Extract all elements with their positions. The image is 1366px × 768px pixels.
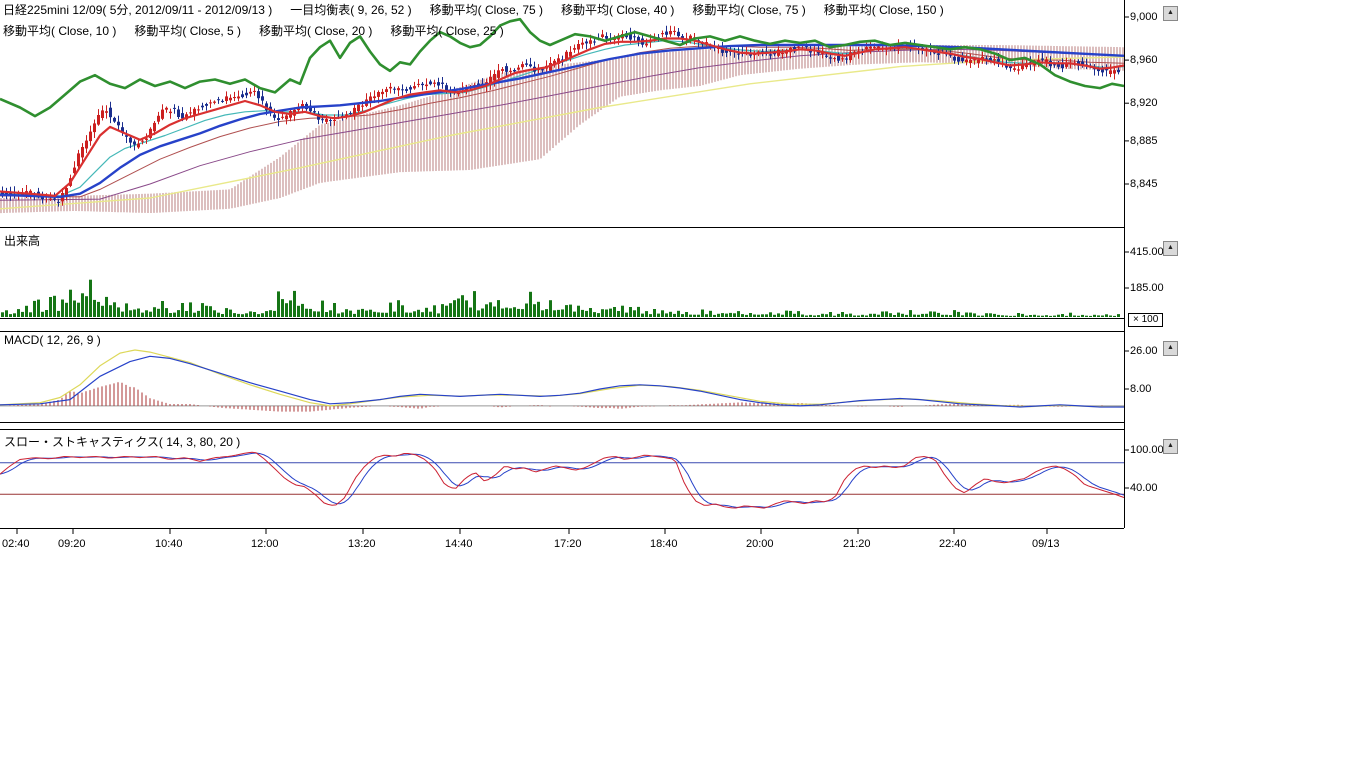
price-scroll-up-button[interactable]: ▲ xyxy=(1163,6,1178,21)
macd-panel-label: MACD( 12, 26, 9 ) xyxy=(4,333,101,347)
indicator-ma75-label: 移動平均( Close, 75 ) xyxy=(430,1,543,18)
indicator-ma40-label: 移動平均( Close, 40 ) xyxy=(561,1,674,18)
panel-borders-layer xyxy=(0,0,1129,534)
stoch-k-line xyxy=(0,452,1124,508)
volume-panel-label: 出来高 xyxy=(4,232,40,249)
stoch-panel-label: スロー・ストキャスティクス( 14, 3, 80, 20 ) xyxy=(4,433,240,450)
chart-header-line1: 日経225mini 12/09( 5分, 2012/09/11 - 2012/0… xyxy=(3,1,944,18)
chart-header-line2: 移動平均( Close, 10 ) 移動平均( Close, 5 ) 移動平均(… xyxy=(3,22,504,39)
indicator-ma10-label: 移動平均( Close, 10 ) xyxy=(3,22,116,39)
indicator-ichimoku-label: 一目均衡表( 9, 26, 52 ) xyxy=(290,1,411,18)
indicator-ma20-label: 移動平均( Close, 20 ) xyxy=(259,22,372,39)
stoch-scroll-up-button[interactable]: ▲ xyxy=(1163,439,1178,454)
chart-canvas[interactable] xyxy=(0,0,1180,560)
macd-layer xyxy=(0,350,1124,412)
indicator-ma5-label: 移動平均( Close, 5 ) xyxy=(134,22,241,39)
volume-bars-layer xyxy=(1,280,1120,317)
volume-multiplier-badge: × 100 xyxy=(1128,313,1163,327)
macd-line xyxy=(0,356,1124,407)
chart-window: 日経225mini 12/09( 5分, 2012/09/11 - 2012/0… xyxy=(0,0,1366,768)
instrument-title: 日経225mini 12/09( 5分, 2012/09/11 - 2012/0… xyxy=(3,1,272,18)
indicator-ma75b-label: 移動平均( Close, 75 ) xyxy=(692,1,805,18)
volume-scroll-up-button[interactable]: ▲ xyxy=(1163,241,1178,256)
indicator-ma25-label: 移動平均( Close, 25 ) xyxy=(390,22,503,39)
stoch-layer xyxy=(0,452,1124,508)
macd-scroll-up-button[interactable]: ▲ xyxy=(1163,341,1178,356)
indicator-ma150-label: 移動平均( Close, 150 ) xyxy=(824,1,944,18)
stoch-d-line xyxy=(0,453,1124,507)
